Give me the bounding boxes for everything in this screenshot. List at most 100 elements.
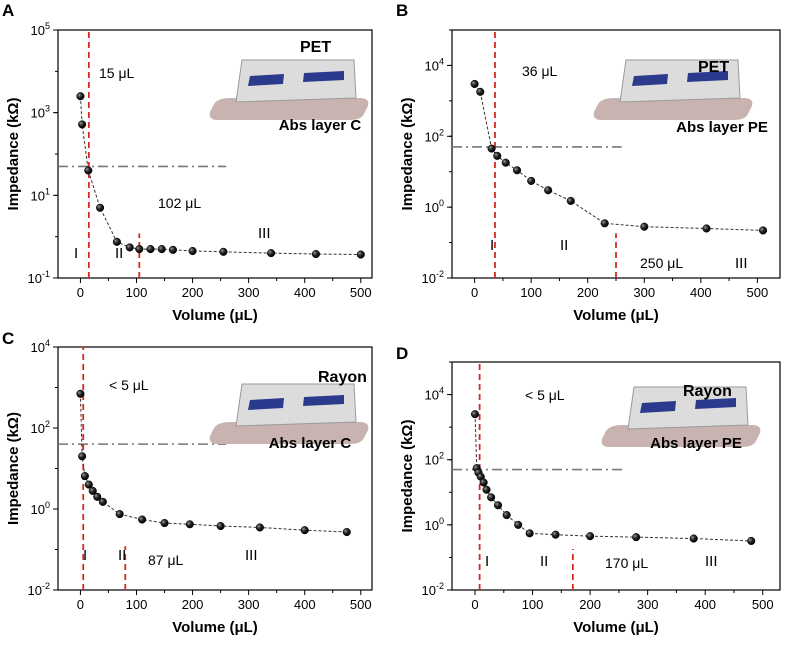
data-point — [255, 523, 264, 532]
data-point — [146, 245, 155, 254]
data-point — [702, 224, 711, 233]
x-tick-label: 0 — [471, 597, 478, 612]
data-point — [76, 389, 85, 398]
panel-title: PET — [300, 39, 331, 56]
x-tick-label: 500 — [747, 285, 769, 300]
panel-letter: D — [396, 344, 408, 363]
data-point — [501, 158, 510, 167]
panel-letter: B — [396, 1, 408, 20]
data-point — [566, 196, 575, 205]
data-point — [586, 532, 595, 541]
x-tick-label: 300 — [637, 597, 659, 612]
data-point — [525, 529, 534, 538]
data-point — [527, 176, 536, 185]
region-label: II — [560, 237, 568, 254]
device-outline — [619, 59, 741, 103]
y-tick-label: 10-2 — [422, 581, 444, 598]
region-label: III — [705, 553, 718, 570]
data-point — [84, 166, 93, 175]
data-point — [632, 533, 641, 542]
y-axis-label: Impedance (kΩ) — [399, 420, 416, 533]
chart-b: 0 100 200 300 400 500 10-2 100 102 104 Volume (μL)… — [399, 29, 781, 324]
electrode-right — [303, 395, 344, 406]
data-point — [502, 511, 511, 520]
data-point — [758, 226, 768, 235]
volume-annotation: < 5 μL — [525, 387, 565, 403]
device-base — [601, 425, 761, 447]
data-point — [479, 478, 488, 487]
panel-subtitle: Abs layer PE — [650, 435, 742, 452]
device-strip — [628, 387, 748, 429]
data-point — [311, 249, 320, 259]
electrode-right — [695, 398, 736, 409]
panel-d: D 0 100 200 300 400 500 10-2 100 102 104 Volume (μ… — [396, 344, 781, 636]
y-tick-label: 10-2 — [28, 581, 50, 598]
volume-annotation: 87 μL — [148, 552, 184, 568]
data-point — [76, 92, 85, 101]
y-axis-label: Impedance (kΩ) — [5, 412, 22, 525]
panel-b: B 0 100 200 300 400 500 10-2 100 102 104 Volume (μ… — [396, 1, 781, 324]
chart-d: 0 100 200 300 400 500 10-2 100 102 104 Volume (μL)… — [399, 361, 781, 636]
device-strip — [236, 60, 356, 102]
data-point — [168, 245, 177, 254]
device-icon — [593, 59, 753, 120]
data-point — [470, 410, 480, 419]
x-tick-label: 400 — [694, 597, 716, 612]
y-tick-label: 100 — [425, 516, 444, 533]
data-point — [125, 243, 134, 252]
x-tick-label: 300 — [238, 285, 260, 300]
region-label: III — [735, 255, 748, 272]
x-tick-label: 400 — [690, 285, 712, 300]
y-tick-label: 10-2 — [422, 269, 444, 286]
panel-title: Rayon — [318, 369, 367, 386]
device-base — [209, 98, 369, 120]
x-tick-label: 0 — [77, 285, 84, 300]
data-point — [640, 222, 649, 231]
device-icon — [209, 383, 369, 444]
electrode-left — [632, 74, 668, 86]
x-tick-label: 100 — [522, 597, 544, 612]
data-point — [551, 530, 560, 539]
region-label: II — [540, 553, 548, 570]
data-point — [185, 520, 194, 529]
data-point — [487, 493, 496, 502]
device-outline — [235, 59, 357, 103]
data-point — [78, 120, 87, 129]
x-tick-label: 400 — [294, 285, 316, 300]
panel-c: C 0 100 200 300 400 500 10-2 100 102 104 Volume (μ… — [2, 329, 373, 636]
panel-subtitle: Abs layer C — [269, 435, 352, 452]
data-point — [487, 144, 496, 153]
x-tick-label: 200 — [182, 597, 204, 612]
data-point — [96, 203, 105, 212]
y-tick-label: 10-1 — [28, 269, 50, 286]
y-axis-label: Impedance (kΩ) — [399, 98, 416, 211]
panel-title: PET — [698, 59, 729, 76]
device-strip — [620, 60, 740, 102]
data-point — [84, 480, 93, 489]
y-tick-label: 102 — [31, 419, 50, 436]
device-icon — [209, 59, 369, 120]
panel-subtitle: Abs layer C — [279, 117, 362, 134]
x-axis-label: Volume (μL) — [573, 619, 659, 636]
data-point — [138, 515, 147, 524]
x-tick-label: 0 — [471, 285, 478, 300]
data-point — [300, 526, 309, 535]
device-outline — [627, 386, 749, 430]
x-tick-label: 500 — [350, 285, 372, 300]
x-tick-label: 100 — [126, 597, 148, 612]
data-point — [600, 219, 609, 228]
panel-a: A 0 100 200 300 400 500 10-1 101 103 105 Volume (μ… — [2, 1, 373, 324]
volume-annotation: 250 μL — [640, 255, 683, 271]
y-tick-label: 105 — [31, 21, 50, 38]
y-tick-label: 101 — [31, 186, 50, 203]
x-axis-label: Volume (μL) — [573, 307, 659, 324]
data-point — [544, 186, 553, 195]
data-point — [342, 527, 351, 537]
volume-annotation: 170 μL — [605, 555, 648, 571]
y-tick-label: 102 — [425, 451, 444, 468]
device-icon — [601, 386, 761, 447]
y-tick-label: 102 — [425, 127, 444, 144]
electrode-left — [248, 74, 284, 86]
data-point — [482, 485, 491, 494]
plot-frame — [451, 361, 781, 591]
